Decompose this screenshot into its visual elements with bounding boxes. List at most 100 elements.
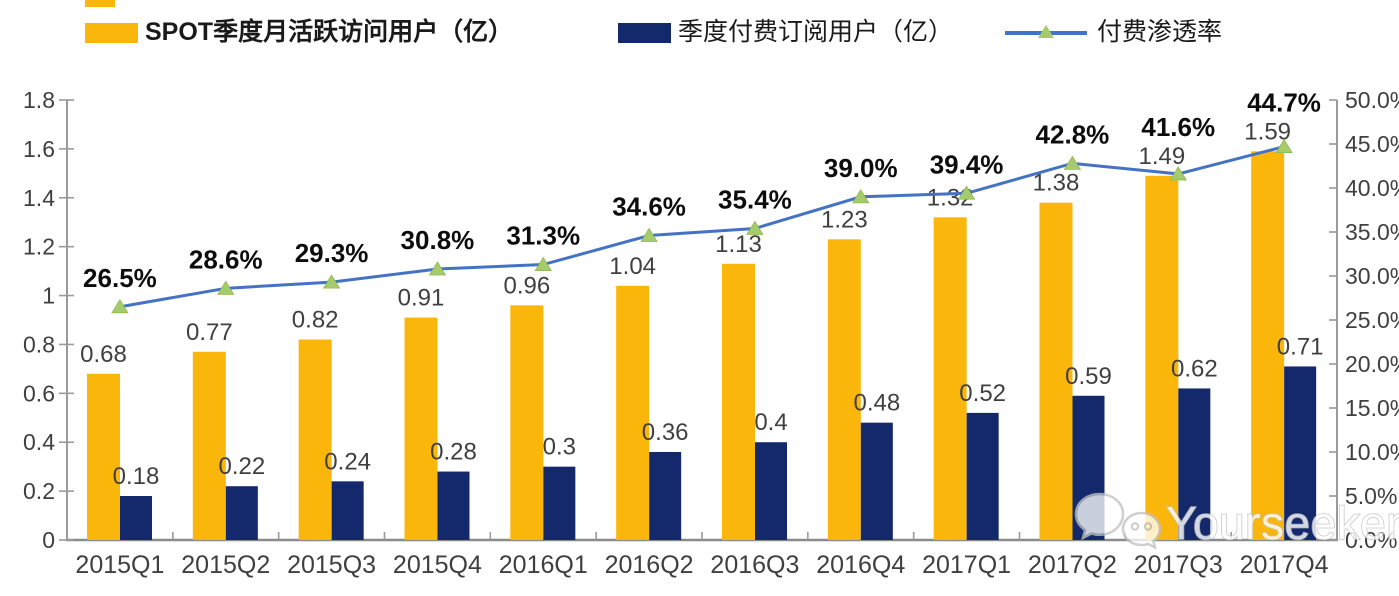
right-axis-tick-label: 10.0% [1345,439,1399,465]
mau-value-label: 0.82 [292,307,339,334]
left-axis-tick-label: 1.4 [23,185,55,211]
x-axis-category-label: 2016Q2 [605,551,694,579]
right-axis-tick-label: 35.0% [1345,219,1399,245]
subscriber-value-label: 0.28 [430,439,477,466]
mau-swatch [85,22,138,43]
mau-bar [1145,175,1179,540]
right-axis-tick-label: 50.0% [1345,87,1399,113]
mau-value-label: 0.68 [80,341,127,368]
penetration-pct-label: 34.6% [612,192,686,222]
wechat-icon [1074,492,1162,550]
x-axis-category-label: 2017Q2 [1028,551,1117,579]
left-axis-tick-label: 1.8 [23,87,55,113]
penetration-marker [852,189,870,204]
right-axis-tick-label: 25.0% [1345,307,1399,333]
legend-label-penetration: 付费渗透率 [1097,18,1223,46]
mau-value-label: 1.38 [1033,170,1080,197]
penetration-marker [1063,155,1082,170]
right-axis-tick-label: 45.0% [1345,131,1399,157]
mau-bar [827,239,861,541]
right-axis-tick-label: 0.0% [1345,527,1397,553]
mau-bar [1039,202,1073,540]
mau-value-label: 1.49 [1138,143,1185,170]
mau-bar [1251,151,1285,541]
penetration-marker [428,261,447,276]
penetration-marker [1275,138,1293,154]
watermark: Yourseeker [1072,488,1399,560]
penetration-marker [322,274,341,289]
subscriber-value-label: 0.52 [959,380,1006,407]
penetration-marker [746,220,764,235]
subscriber-value-label: 0.18 [113,463,160,490]
mau-bar [298,339,332,540]
watermark-text: Yourseeker [1165,496,1399,550]
penetration-pct-label: 35.4% [718,184,792,214]
left-axis-tick-label: 1.2 [23,234,55,260]
legend-item-mau: SPOT季度月活跃访问用户（亿） [85,20,513,45]
penetration-pct-label: 29.3% [295,238,369,268]
legend-label-mau: SPOT季度月活跃访问用户（亿） [145,18,514,46]
penetration-marker [1169,166,1187,181]
x-axis-category-label: 2016Q4 [816,551,905,579]
right-axis-tick-label: 40.0% [1345,175,1399,201]
triangle-marker-icon [1038,24,1054,38]
mau-bar [722,263,755,540]
subscriber-bar [331,481,364,540]
subscriber-value-label: 0.71 [1277,333,1324,360]
legend-item-penetration: 付费渗透率 [1005,20,1222,45]
subscriber-bar [1178,388,1211,540]
x-axis-category-label: 2016Q3 [710,551,799,579]
cropped-yellow-artifact [85,0,115,7]
left-axis-tick-label: 1.6 [23,136,55,162]
subscriber-value-label: 0.36 [642,419,689,446]
penetration-marker [640,227,658,242]
x-axis-category-label: 2015Q2 [181,551,270,579]
subscriber-value-label: 0.4 [754,409,787,436]
penetration-pct-label: 41.6% [1141,112,1215,142]
legend-item-subscribers: 季度付费订阅用户（亿） [618,20,953,45]
x-axis-category-label: 2016Q1 [499,551,588,579]
mau-value-label: 1.13 [715,231,762,258]
x-axis-category-label: 2015Q1 [75,551,164,579]
right-axis-tick-label: 15.0% [1345,395,1399,421]
penetration-pct-label: 39.0% [824,153,898,183]
subscriber-bar [437,471,470,540]
right-axis-tick-label: 20.0% [1345,351,1399,377]
subscriber-value-label: 0.24 [324,448,371,475]
right-axis-tick-label: 30.0% [1345,263,1399,289]
mau-value-label: 0.96 [503,272,550,299]
left-axis-tick-label: 0 [42,527,55,553]
line-marker-sample [1005,22,1087,44]
left-axis-tick-label: 0.8 [23,331,55,357]
left-axis-tick-label: 0.2 [23,478,55,504]
left-axis-tick-label: 0.6 [23,380,55,406]
subscriber-bar [649,452,682,540]
right-axis-tick-label: 5.0% [1345,483,1397,509]
penetration-line [119,145,1285,309]
subscriber-value-label: 0.62 [1171,355,1218,382]
penetration-marker [534,256,552,271]
x-axis-category-label: 2017Q1 [922,551,1011,579]
svg-text:Yourseeker: Yourseeker [1166,497,1399,549]
left-axis-tick-label: 0.4 [23,429,55,455]
subscriber-value-label: 0.59 [1065,363,1112,390]
penetration-marker [957,185,976,200]
subscriber-value-label: 0.3 [543,434,576,461]
penetration-pct-label: 39.4% [930,149,1004,179]
penetration-pct-label: 42.8% [1036,119,1110,149]
mau-bar [616,285,650,540]
subscriber-value-label: 0.48 [853,390,900,417]
mau-value-label: 1.04 [609,253,656,280]
penetration-marker [217,280,235,295]
penetration-pct-label: 31.3% [506,221,580,251]
penetration-pct-label: 44.7% [1247,87,1321,117]
subscriber-bar [966,412,999,540]
penetration-marker [111,299,129,314]
subscriber-bar [543,466,576,540]
subscriber-value-label: 0.22 [218,453,265,480]
subscriber-bar [225,486,258,540]
mau-bar [404,317,438,540]
x-axis-category-label: 2015Q3 [287,551,376,579]
penetration-pct-label: 26.5% [83,263,157,293]
